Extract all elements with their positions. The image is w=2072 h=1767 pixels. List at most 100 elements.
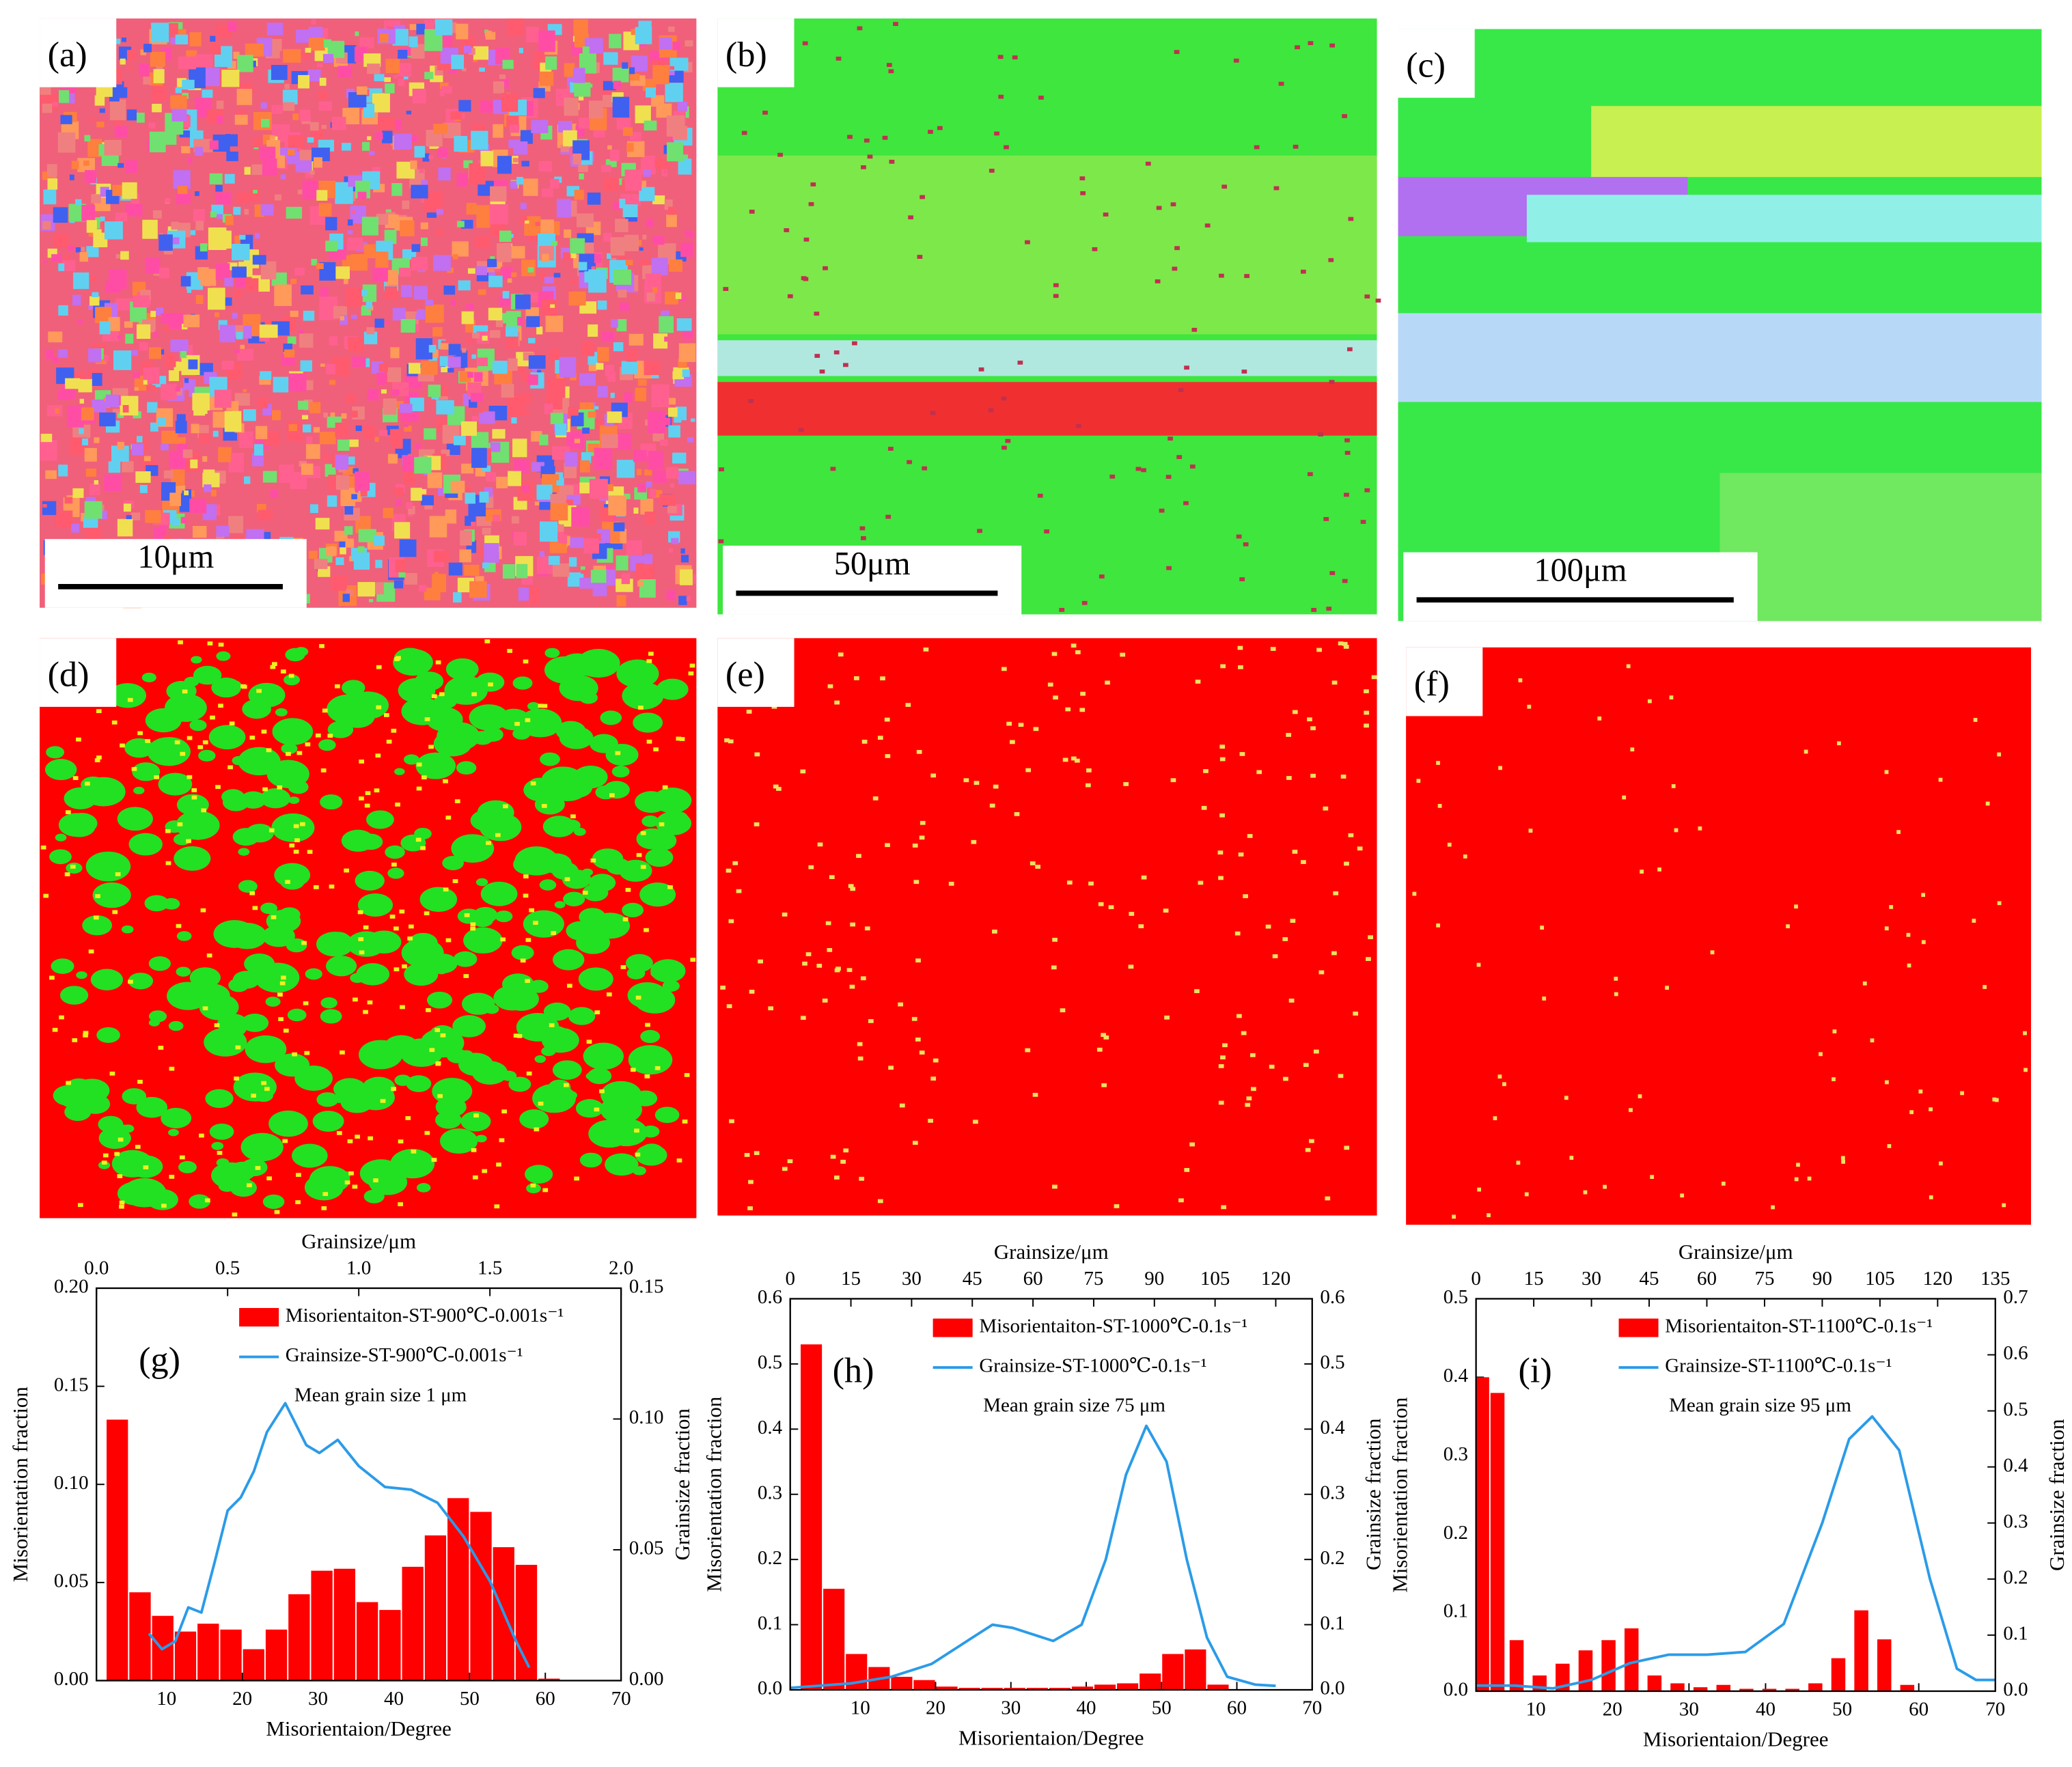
grain	[647, 411, 666, 434]
blob	[232, 971, 260, 989]
dot	[635, 995, 641, 1000]
dot	[264, 1087, 270, 1091]
grain	[573, 19, 588, 35]
dot	[131, 766, 137, 771]
dot	[630, 1068, 636, 1072]
grain	[384, 229, 397, 245]
grain	[499, 230, 512, 242]
grain	[321, 124, 327, 129]
dot	[2023, 1068, 2028, 1072]
dot	[1994, 1098, 1999, 1102]
grain	[416, 23, 425, 35]
grain	[45, 470, 57, 479]
dot	[137, 1079, 143, 1084]
dot	[646, 739, 652, 744]
grain	[262, 158, 277, 176]
y2-tick-label: 0.1	[2003, 1623, 2028, 1645]
grain	[550, 503, 568, 521]
grain	[150, 311, 156, 318]
grain	[215, 184, 223, 192]
grain	[633, 507, 639, 514]
grain	[393, 133, 412, 150]
grain	[193, 405, 206, 416]
dot	[754, 752, 760, 757]
blob	[622, 902, 644, 917]
dot	[95, 894, 100, 898]
dot	[1918, 1089, 1923, 1094]
grain	[104, 221, 123, 240]
grain	[667, 506, 677, 514]
label-box	[40, 638, 117, 707]
grain	[603, 81, 616, 91]
blob	[49, 849, 72, 865]
dot	[1804, 749, 1808, 754]
dot	[1079, 176, 1086, 181]
grain	[73, 272, 89, 290]
grain	[403, 471, 415, 486]
grain	[392, 29, 409, 46]
panel-label: (a)	[48, 35, 87, 74]
grain	[225, 215, 234, 225]
grain	[691, 418, 695, 422]
dot	[1053, 695, 1058, 700]
grain	[461, 68, 467, 72]
grain	[170, 37, 180, 44]
grain	[318, 91, 328, 100]
grain	[122, 461, 134, 473]
blob	[51, 764, 72, 779]
grain	[283, 102, 295, 111]
blob	[579, 908, 606, 926]
grain	[402, 200, 410, 210]
dot	[784, 228, 790, 232]
dot	[1070, 756, 1077, 761]
dot	[1569, 1156, 1574, 1160]
grain	[318, 203, 332, 217]
dot	[1680, 1193, 1685, 1198]
grain	[68, 245, 74, 251]
grain	[613, 81, 622, 89]
grain	[501, 93, 519, 112]
grain	[232, 266, 247, 278]
dot	[1331, 951, 1337, 956]
blob	[359, 1159, 402, 1188]
grain	[644, 360, 661, 376]
y-tick-label: 0.20	[54, 1276, 89, 1298]
dot	[288, 673, 294, 678]
grain	[320, 286, 329, 297]
grain	[411, 244, 420, 252]
grain	[525, 220, 529, 224]
grain	[335, 557, 344, 566]
blob	[148, 956, 171, 971]
grain	[171, 221, 179, 230]
dot	[1640, 869, 1644, 874]
grain	[358, 529, 376, 542]
blob	[233, 1072, 277, 1102]
grain	[649, 488, 657, 497]
dot	[1527, 704, 1532, 709]
dot	[1528, 829, 1533, 833]
blob	[523, 910, 564, 938]
grain	[284, 83, 290, 89]
grain	[363, 53, 381, 67]
dot	[1256, 770, 1262, 775]
grain	[270, 490, 279, 498]
grain	[682, 329, 693, 339]
dot	[1357, 846, 1363, 851]
grain	[365, 301, 372, 309]
dot	[1051, 652, 1058, 656]
dot	[482, 1169, 488, 1173]
dot	[1005, 439, 1011, 443]
dot	[340, 1050, 345, 1055]
grain	[58, 349, 68, 358]
blob	[439, 1128, 478, 1154]
dot	[801, 276, 807, 281]
dot	[301, 941, 307, 945]
x2-tick-label: 30	[902, 1268, 922, 1290]
grain	[170, 469, 185, 486]
dot	[859, 1176, 865, 1181]
grain	[294, 267, 305, 276]
legend-label: Misorientaiton-ST-900℃-0.001s⁻¹	[286, 1305, 564, 1326]
grain	[391, 182, 402, 196]
dot	[272, 662, 277, 667]
grain	[52, 102, 58, 107]
